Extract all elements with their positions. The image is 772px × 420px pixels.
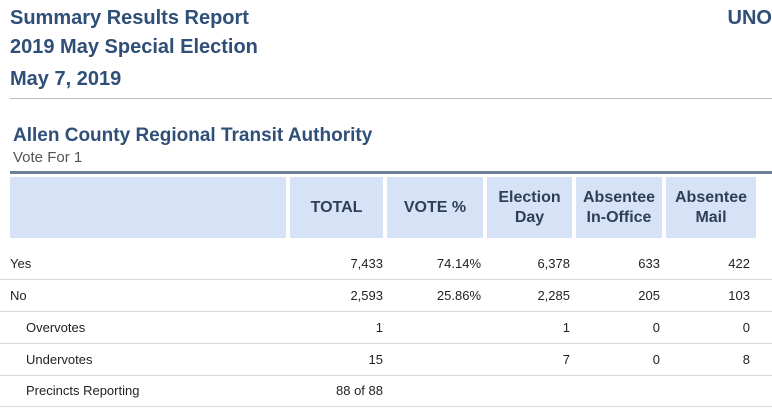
report-title: Summary Results Report — [10, 7, 249, 29]
vote-for-label: Vote For 1 — [13, 149, 83, 166]
cell-election-day: 7 — [562, 352, 570, 367]
header-cell-election-day: Election Day — [487, 177, 572, 238]
row-label: Yes — [10, 256, 32, 271]
table-row-no: No 2,593 25.86% 2,285 205 103 — [0, 280, 772, 312]
cell-election-day: 2,285 — [537, 288, 570, 303]
contest-divider — [10, 171, 772, 174]
cell-vote-pct: 25.86% — [436, 288, 481, 303]
cell-election-day: 1 — [562, 320, 570, 335]
cell-absentee-mail: 422 — [728, 256, 750, 271]
row-label: No — [10, 288, 27, 303]
cell-total: 88 of 88 — [336, 383, 383, 398]
header-cell-choice — [10, 177, 286, 238]
header-cell-total: TOTAL — [290, 177, 383, 238]
cell-total: 2,593 — [350, 288, 383, 303]
header-cell-absentee-mail: Absentee Mail — [666, 177, 756, 238]
cell-absentee-in-office: 0 — [652, 352, 660, 367]
cell-absentee-mail: 103 — [728, 288, 750, 303]
table-row-overvotes: Overvotes 1 1 0 0 — [0, 312, 772, 344]
cell-total: 1 — [375, 320, 383, 335]
cell-absentee-in-office: 0 — [652, 320, 660, 335]
row-label: Undervotes — [26, 352, 93, 367]
election-name: 2019 May Special Election — [10, 36, 258, 58]
table-row-yes: Yes 7,433 74.14% 6,378 633 422 — [0, 248, 772, 280]
county-tag: UNO — [727, 7, 772, 29]
cell-absentee-mail: 0 — [742, 320, 750, 335]
cell-absentee-in-office: 205 — [638, 288, 660, 303]
election-date: May 7, 2019 — [10, 68, 122, 90]
header-cell-absentee-in-office: Absentee In-Office — [576, 177, 662, 238]
cell-absentee-mail: 8 — [742, 352, 750, 367]
table-row-precincts-reporting: Precincts Reporting 88 of 88 — [0, 375, 772, 407]
header-divider — [10, 98, 772, 99]
cell-total: 15 — [368, 352, 383, 367]
cell-vote-pct: 74.14% — [436, 256, 481, 271]
cell-election-day: 6,378 — [537, 256, 570, 271]
cell-total: 7,433 — [350, 256, 383, 271]
cell-absentee-in-office: 633 — [638, 256, 660, 271]
table-row-undervotes: Undervotes 15 7 0 8 — [0, 344, 772, 376]
header-cell-vote-pct: VOTE % — [387, 177, 483, 238]
row-label: Precincts Reporting — [26, 383, 140, 398]
contest-title: Allen County Regional Transit Authority — [13, 125, 373, 146]
row-label: Overvotes — [26, 320, 86, 335]
